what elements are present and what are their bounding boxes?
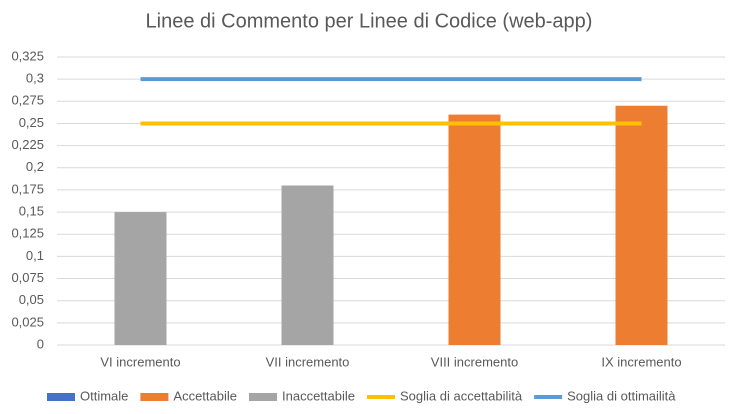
legend-label: Soglia di ottimailità [567, 388, 676, 403]
y-tick-label: 0,325 [11, 48, 44, 63]
y-tick-label: 0,15 [19, 204, 44, 219]
y-tick-label: 0,2 [26, 159, 44, 174]
y-tick-label: 0,075 [11, 270, 44, 285]
bar [281, 185, 334, 345]
bar [448, 114, 501, 345]
y-tick-label: 0,125 [11, 226, 44, 241]
x-tick-label: VI incremento [100, 354, 180, 369]
legend-label: Ottimale [80, 388, 128, 403]
y-tick-label: 0 [37, 336, 44, 351]
y-tick-label: 0,225 [11, 137, 44, 152]
x-tick-label: VIII incremento [431, 354, 518, 369]
x-tick-label: VII incremento [266, 354, 350, 369]
y-tick-label: 0,1 [26, 248, 44, 263]
y-tick-label: 0,05 [19, 292, 44, 307]
y-tick-label: 0,025 [11, 314, 44, 329]
chart-title: Linee di Commento per Linee di Codice (w… [146, 10, 593, 32]
x-tick-label: IX incremento [601, 354, 681, 369]
legend-swatch [140, 393, 169, 401]
legend-swatch [47, 393, 75, 401]
y-tick-label: 0,175 [11, 181, 44, 196]
legend-swatch [249, 393, 277, 401]
y-tick-label: 0,25 [19, 115, 44, 130]
bar [615, 105, 668, 345]
y-tick-label: 0,3 [26, 71, 44, 86]
legend-label: Accettabile [173, 388, 237, 403]
y-tick-label: 0,275 [11, 93, 44, 108]
legend-label: Inaccettabile [282, 388, 355, 403]
legend-label: Soglia di accettabilità [400, 388, 523, 403]
bar [114, 212, 167, 345]
